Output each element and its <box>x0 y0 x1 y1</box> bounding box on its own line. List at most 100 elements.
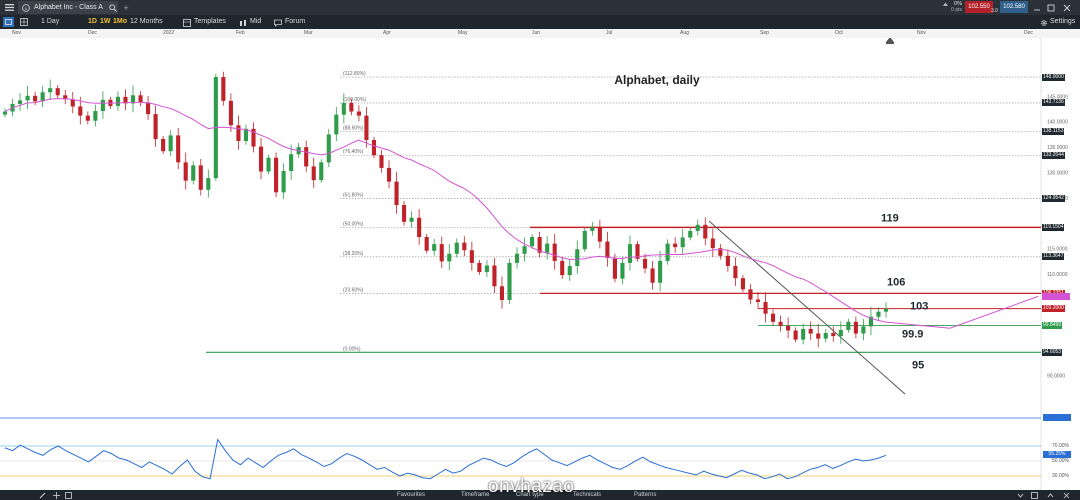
candle-body <box>85 115 90 121</box>
month-label: May <box>458 30 468 36</box>
candle-body <box>650 268 655 283</box>
watermark: onvhazao <box>488 476 575 497</box>
add-tab-icon[interactable]: + <box>123 2 129 13</box>
change-pct: 0% <box>954 1 962 7</box>
close-panel-icon[interactable] <box>1062 491 1070 499</box>
fullscreen-icon[interactable] <box>64 491 72 499</box>
patterns-tab[interactable]: Patterns <box>634 492 657 498</box>
mid-button[interactable]: Mid <box>250 18 262 25</box>
forum-button[interactable]: Forum <box>285 18 306 25</box>
candle-body <box>206 178 211 190</box>
candle-body <box>793 330 798 340</box>
candle-body <box>725 255 730 266</box>
maximize-icon[interactable] <box>1046 3 1055 12</box>
candle-body <box>236 125 241 142</box>
fibonacci-levels: (112.80%) (100.00%) (88.60%) (76.40%) (61.80… <box>206 71 1041 353</box>
buy-price-button[interactable]: 102.580 <box>1000 1 1028 13</box>
candle-body <box>417 217 422 238</box>
candle-body <box>718 248 723 256</box>
candle-body <box>161 138 166 152</box>
month-label: 2022 <box>163 30 175 36</box>
layout-icon[interactable] <box>3 17 14 27</box>
bottom-bar: Favourites Timeframe Chart type Technica… <box>0 490 1080 500</box>
month-label: Dec <box>88 30 97 36</box>
price-chart[interactable]: Alphabet, daily (112.80%) (100.00%) (88.60… <box>0 38 1080 423</box>
period-1d-button[interactable]: 1D <box>88 18 97 25</box>
candle-body <box>100 99 105 112</box>
candle-body <box>823 333 828 339</box>
candle-body <box>680 237 685 248</box>
candle-body <box>146 102 151 115</box>
fib-level-label: (76.40%) <box>343 149 364 155</box>
pencil-icon[interactable] <box>38 491 46 499</box>
menu-icon[interactable] <box>4 2 14 13</box>
gear-icon[interactable] <box>1039 18 1048 27</box>
candle-body <box>386 167 392 182</box>
candle-body <box>770 313 776 322</box>
candle-body <box>33 95 38 102</box>
range-dropdown[interactable]: 12 Months <box>130 18 163 25</box>
month-label: Nov <box>12 30 21 36</box>
price-tag: 133.2044 <box>1042 151 1065 159</box>
candle-body <box>304 147 309 167</box>
candle-body <box>439 244 444 262</box>
crosshair-icon[interactable] <box>52 491 60 499</box>
candle-body <box>846 321 851 330</box>
candle-body <box>25 95 30 101</box>
candle-body <box>537 237 542 253</box>
settings-button[interactable]: Settings <box>1050 18 1076 25</box>
rsi-level-70: 70.00% <box>1052 443 1069 449</box>
candle-body <box>545 243 550 253</box>
period-1mo-button[interactable]: 1Mo <box>113 18 127 25</box>
grid-icon[interactable] <box>18 17 29 27</box>
expand-icon[interactable] <box>1046 491 1054 499</box>
rsi-level-50: 50.00% <box>1052 458 1069 464</box>
candle-body <box>665 243 670 261</box>
candle-body <box>522 246 527 254</box>
candle-body <box>868 316 873 327</box>
candle-body <box>274 157 279 193</box>
candle-body <box>883 308 889 312</box>
candle-body <box>635 244 640 259</box>
candle-body <box>499 286 505 300</box>
level-annotation-label: 99.9 <box>902 328 923 340</box>
period-1w-button[interactable]: 1W <box>100 18 111 25</box>
candle-body <box>319 162 324 181</box>
candle-body <box>198 165 203 190</box>
price-axis-tick-label: 130.0000 <box>1047 171 1068 177</box>
chart-type-tab[interactable]: Chart type <box>516 492 544 498</box>
month-label: Sep <box>760 30 769 36</box>
candle-body <box>582 230 587 250</box>
close-icon[interactable] <box>1062 3 1071 12</box>
candle-body <box>183 162 188 181</box>
search-icon[interactable] <box>108 3 117 12</box>
candle-body <box>853 321 858 334</box>
minimize-icon[interactable] <box>1032 3 1041 12</box>
templates-button[interactable]: Templates <box>194 18 226 25</box>
candle-body <box>763 302 768 314</box>
candle-body <box>138 95 143 103</box>
candle-body <box>432 244 437 251</box>
sell-price-button[interactable]: 102.550 <box>965 1 993 13</box>
candle-body <box>394 181 399 206</box>
candle-body <box>861 326 866 334</box>
chart-toolbar: 1 Day 1D 1W 1Mo 12 Months Templates Mid … <box>0 15 1080 29</box>
interval-dropdown[interactable]: 1 Day <box>41 18 60 25</box>
technicals-tab[interactable]: Technicals <box>573 492 602 498</box>
collapse-panel-icon[interactable] <box>1016 491 1024 499</box>
price-tag: 119.1504 <box>1042 223 1065 231</box>
rsi-panel[interactable] <box>0 423 1080 490</box>
rsi-last-value: 55.25% <box>1043 451 1071 458</box>
candle-body <box>130 95 136 104</box>
instrument-tab[interactable]: Alphabet Inc - Class A <box>18 1 118 14</box>
favourites-tab[interactable]: Favourites <box>397 492 426 498</box>
layers-icon[interactable] <box>1030 491 1038 499</box>
candle-body <box>507 262 512 300</box>
event-marker-icon[interactable] <box>886 38 894 44</box>
candle-body <box>93 111 98 121</box>
candle-body <box>627 244 633 263</box>
trend-indicator-icon <box>942 1 948 7</box>
candle-body <box>70 99 75 107</box>
candle-body <box>221 77 226 101</box>
timeframe-tab[interactable]: Timeframe <box>461 492 490 498</box>
